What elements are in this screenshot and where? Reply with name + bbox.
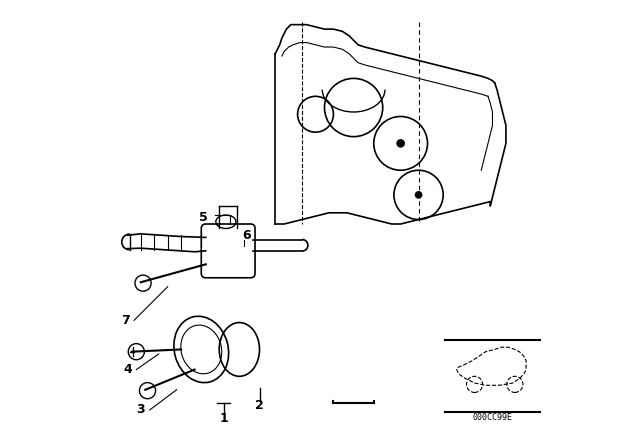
Text: 5: 5 [199,211,208,224]
Text: 7: 7 [121,314,129,327]
Circle shape [397,140,404,147]
Text: 6: 6 [242,228,250,242]
Circle shape [415,192,422,198]
Text: 3: 3 [136,403,145,417]
Text: 000CC99E: 000CC99E [472,414,513,422]
Text: 2: 2 [255,399,264,412]
Text: 1: 1 [220,412,228,426]
Text: 4: 4 [123,363,132,376]
